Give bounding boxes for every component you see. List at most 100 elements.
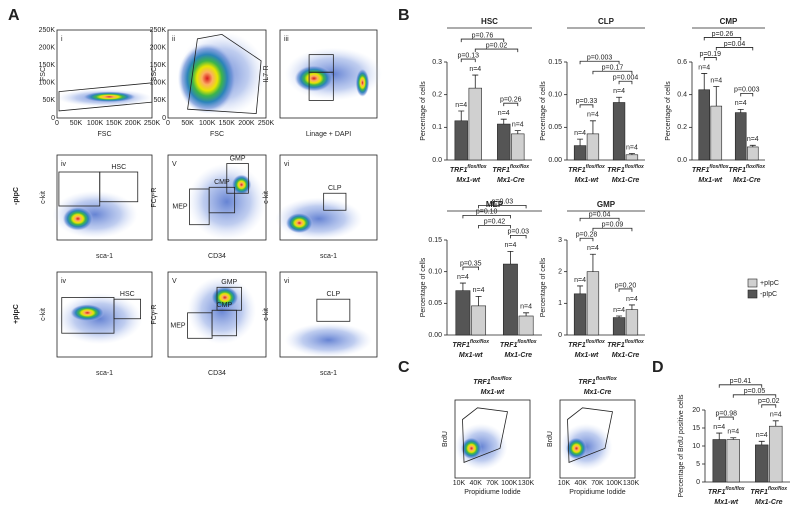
y-tick-label: 20 — [692, 407, 700, 414]
n-label: n=4 — [512, 121, 524, 128]
bar — [755, 444, 769, 483]
n-label: n=4 — [455, 102, 467, 109]
x-tick-label: Mx1-wt — [456, 177, 480, 184]
gate — [462, 407, 508, 463]
gate — [316, 298, 351, 322]
bar — [573, 145, 587, 161]
y-tick-label: 0 — [162, 115, 166, 122]
y-tick-label: 0.0 — [432, 157, 442, 164]
error-bar — [514, 130, 521, 134]
y-axis-label: BrdU — [442, 431, 449, 447]
bar — [471, 305, 487, 336]
legend-swatch — [747, 289, 758, 299]
flow-plot-frame — [167, 154, 267, 241]
chart-title: CLP — [598, 17, 615, 26]
p-value: p=0.02 — [486, 42, 508, 49]
flow-density — [52, 190, 138, 239]
y-tick-label: 0.0 — [677, 157, 687, 164]
p-value: p=0.09 — [602, 222, 624, 229]
genotype-line: Mx1-Cre — [584, 389, 612, 396]
p-value: p=0.98 — [715, 410, 737, 417]
x-tick-label: Mx1-Cre — [612, 177, 640, 184]
gate — [61, 297, 115, 334]
plot-numeral: iv — [61, 278, 67, 285]
row-label: +pIpC — [13, 304, 20, 324]
n-label: n=4 — [698, 64, 710, 71]
genotype-label: TRF1flox/flox — [568, 164, 605, 174]
y-axis-label: FCγ-R — [151, 187, 158, 207]
gene-superscript: flox/flox — [725, 486, 744, 492]
y-tick-label: 0.00 — [548, 157, 562, 164]
error-bar — [589, 120, 596, 134]
p-value: p=0.20 — [615, 282, 637, 289]
gate-label: GMP — [221, 279, 237, 286]
panel-label: A — [8, 7, 20, 24]
significance-bracket — [478, 205, 527, 209]
significance-bracket — [761, 404, 777, 408]
p-value: p=0.10 — [476, 209, 498, 216]
density-cloud — [211, 286, 239, 309]
error-bar — [459, 282, 466, 291]
error-bar — [628, 153, 635, 155]
x-tick-label: 70K — [591, 480, 604, 487]
n-label: n=4 — [574, 130, 586, 137]
x-axis-label: Propidiume Iodide — [464, 489, 521, 496]
panel-label: B — [398, 7, 410, 24]
flow-density — [57, 293, 143, 345]
gate-label: CLP — [328, 185, 342, 192]
y-tick-label: 0.2 — [677, 124, 687, 131]
n-label: n=4 — [504, 242, 516, 249]
density-cloud — [82, 91, 136, 103]
y-axis-label: c-kit — [40, 308, 47, 321]
bar — [726, 439, 740, 483]
p-value: p=0.35 — [460, 260, 482, 267]
y-tick-label: 150K — [150, 62, 167, 69]
n-label: n=4 — [469, 66, 481, 73]
gene-superscript: flox/flox — [491, 376, 513, 382]
n-label: n=4 — [770, 412, 782, 419]
gene-superscript: flox/flox — [768, 486, 787, 492]
error-bar — [523, 312, 530, 316]
significance-bracket — [579, 217, 620, 222]
gene-superscript: flox/flox — [510, 164, 529, 170]
flow-density — [284, 323, 373, 357]
bar — [710, 105, 723, 161]
y-tick-label: 0.15 — [548, 59, 562, 66]
n-label: n=4 — [727, 429, 739, 436]
genotype-label: TRF1flox/flox — [492, 164, 529, 174]
x-tick-label: Mx1-wt — [698, 177, 722, 184]
gate — [323, 192, 347, 211]
significance-bracket — [579, 60, 620, 65]
y-axis-label: Percentage of cells — [540, 257, 547, 317]
x-axis-label: Linage + DAPI — [306, 131, 351, 138]
x-tick-label: 100K — [606, 480, 623, 487]
bar — [612, 102, 626, 161]
significance-bracket — [579, 104, 594, 108]
flow-plot-frame — [167, 29, 267, 119]
p-value: p=0.03 — [492, 199, 514, 206]
y-tick-label: 250K — [39, 27, 56, 34]
x-tick-label: Mx1-wt — [575, 177, 599, 184]
error-bar — [713, 86, 720, 107]
gate — [58, 82, 153, 112]
gate — [187, 33, 262, 115]
p-value: p=0.26 — [712, 31, 734, 38]
gate — [189, 188, 210, 226]
density-cloud — [285, 212, 313, 234]
gene-superscript: flox/flox — [625, 339, 644, 345]
error-bar — [616, 315, 623, 318]
x-axis-label: CD34 — [208, 253, 226, 260]
x-tick-label: 50K — [181, 120, 194, 127]
error-bar — [758, 440, 765, 445]
x-tick-label: 130K — [623, 480, 640, 487]
significance-bracket — [510, 235, 527, 239]
gene-superscript: flox/flox — [517, 339, 536, 345]
bar — [497, 123, 511, 161]
significance-bracket — [703, 37, 742, 41]
gene: TRF1 — [450, 167, 468, 174]
n-label: n=4 — [735, 100, 747, 107]
y-tick-label: 0.05 — [548, 124, 562, 131]
gene-superscript: flox/flox — [586, 164, 605, 170]
p-value: p=0.76 — [472, 32, 494, 39]
bar — [612, 317, 626, 336]
